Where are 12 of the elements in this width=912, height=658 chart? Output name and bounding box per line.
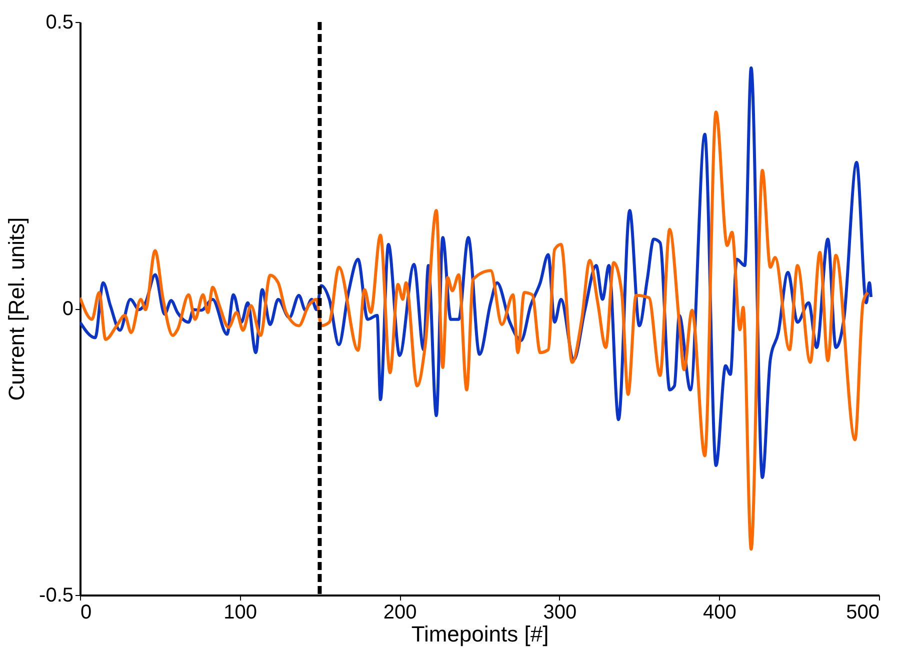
x-tick-label: 200 <box>383 602 417 624</box>
x-axis-title: Timepoints [#] <box>411 622 549 646</box>
x-tick-label: 300 <box>543 602 577 624</box>
x-tick-label: 0 <box>80 602 92 624</box>
y-tick-label: 0.5 <box>46 12 74 34</box>
y-axis-title: Current [Rel. units] <box>4 217 30 401</box>
x-tick-label: 400 <box>703 602 736 624</box>
x-tick-label: 500 <box>846 602 880 624</box>
x-tick-label: 100 <box>224 602 257 624</box>
line-series <box>80 110 870 551</box>
y-tick-label: 0 <box>62 298 74 320</box>
y-tick-label: -0.5 <box>39 584 74 606</box>
